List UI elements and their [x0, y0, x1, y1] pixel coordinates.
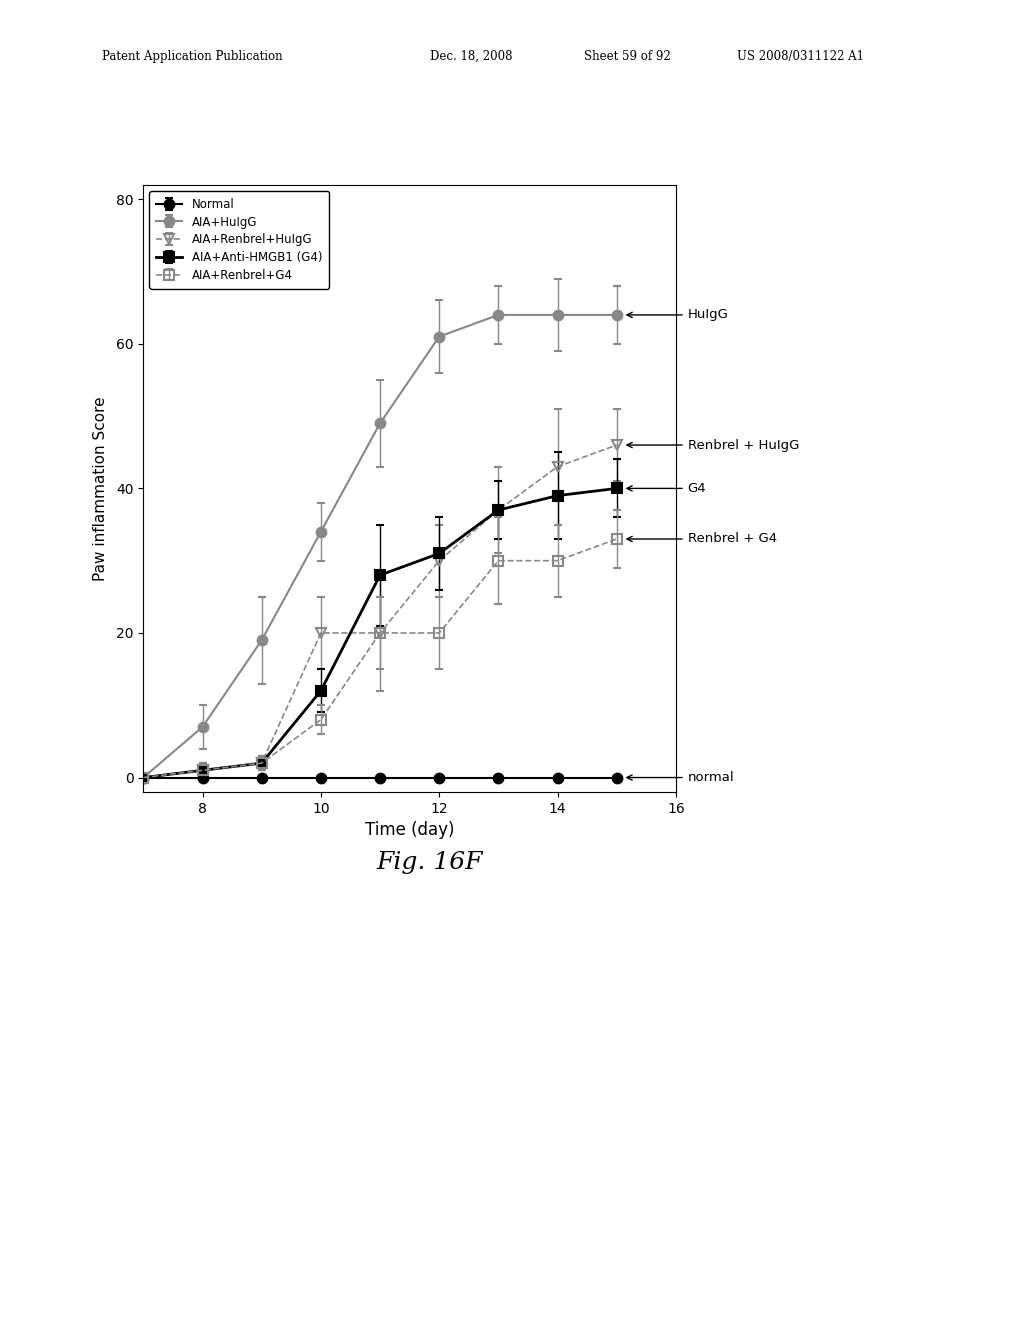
Text: Dec. 18, 2008: Dec. 18, 2008	[430, 50, 513, 63]
Text: Fig. 16F: Fig. 16F	[377, 851, 483, 874]
Text: Renbrel + G4: Renbrel + G4	[627, 532, 777, 545]
Text: G4: G4	[627, 482, 707, 495]
Text: Renbrel + HuIgG: Renbrel + HuIgG	[627, 438, 799, 451]
Text: HuIgG: HuIgG	[627, 309, 728, 321]
Text: normal: normal	[627, 771, 734, 784]
X-axis label: Time (day): Time (day)	[365, 821, 455, 840]
Text: US 2008/0311122 A1: US 2008/0311122 A1	[737, 50, 864, 63]
Text: Sheet 59 of 92: Sheet 59 of 92	[584, 50, 671, 63]
Y-axis label: Paw inflammation Score: Paw inflammation Score	[93, 396, 108, 581]
Text: Patent Application Publication: Patent Application Publication	[102, 50, 283, 63]
Legend: Normal, AIA+HuIgG, AIA+Renbrel+HuIgG, AIA+Anti-HMGB1 (G4), AIA+Renbrel+G4: Normal, AIA+HuIgG, AIA+Renbrel+HuIgG, AI…	[150, 190, 330, 289]
